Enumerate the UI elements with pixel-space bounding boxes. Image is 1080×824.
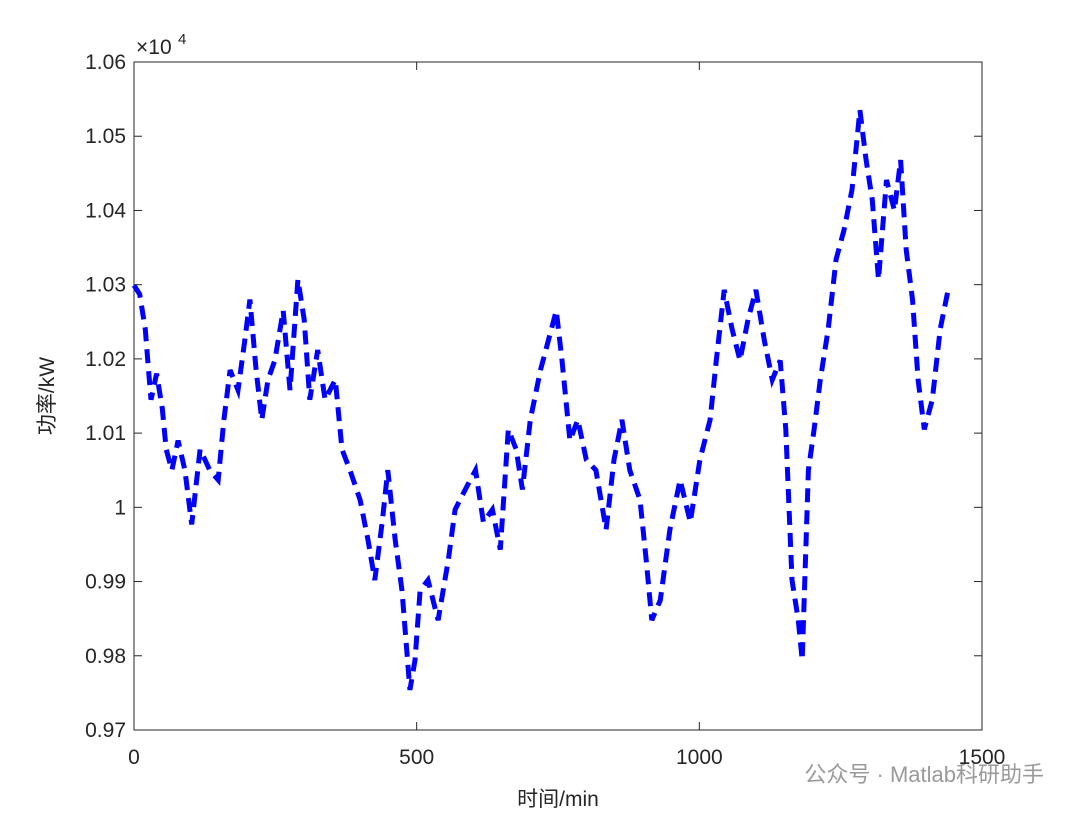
y-axis-label: 功率/kW bbox=[36, 357, 59, 435]
y-tick-label: 0.97 bbox=[85, 719, 126, 742]
y-tick-label: 1.06 bbox=[85, 51, 126, 74]
y-tick-label: 1.04 bbox=[85, 199, 126, 222]
plot-area bbox=[133, 61, 983, 731]
y-tick-label: 0.99 bbox=[85, 571, 126, 594]
watermark: 公众号 · Matlab科研助手 bbox=[804, 762, 1044, 787]
y-tick-label: 1.05 bbox=[85, 125, 126, 148]
y-tick-label: 1 bbox=[114, 496, 126, 519]
y-tick-label: 1.03 bbox=[85, 274, 126, 297]
x-tick-label: 500 bbox=[399, 746, 434, 769]
x-axis-label: 时间/min bbox=[517, 788, 599, 811]
x-tick-label: 1000 bbox=[676, 746, 723, 769]
x-tick-label: 1500 bbox=[959, 746, 1006, 769]
y-tick-label: 1.02 bbox=[85, 348, 126, 371]
data-line bbox=[131, 109, 951, 691]
y-tick-label: 0.98 bbox=[85, 645, 126, 668]
y-tick-label: 1.01 bbox=[85, 422, 126, 445]
y-multiplier: ×10 bbox=[136, 36, 172, 59]
x-tick-label: 0 bbox=[128, 746, 140, 769]
y-multiplier-power: 4 bbox=[178, 31, 186, 48]
